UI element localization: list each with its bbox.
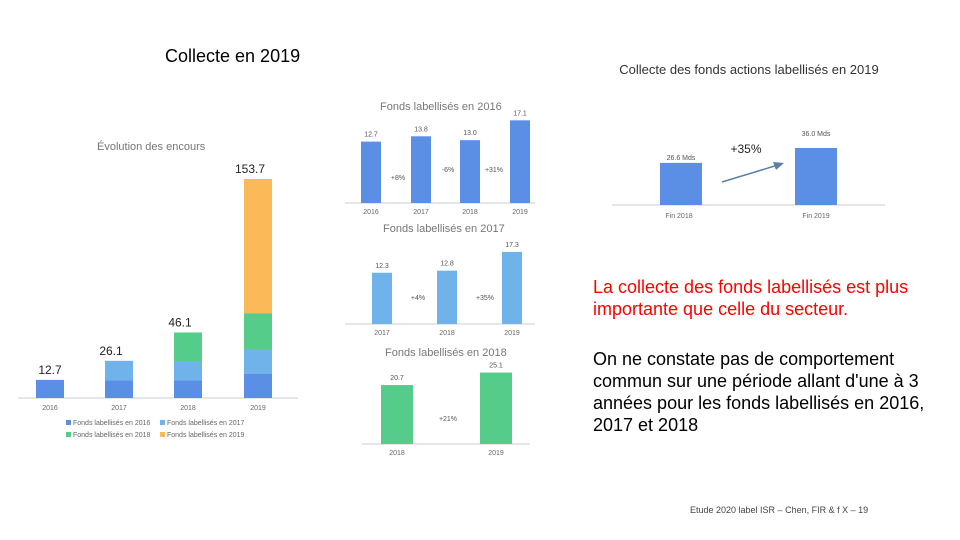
legend-entry: Fonds labellisés en 2019: [167, 432, 245, 439]
change-label: +35%: [730, 142, 761, 156]
tick-label: 2016: [363, 209, 379, 216]
bar: [510, 120, 530, 203]
tick-label: 2017: [111, 405, 127, 412]
trend-arrow-line: [721, 164, 779, 183]
bar-segment: [244, 373, 272, 398]
data-label: 12.7: [38, 363, 62, 377]
tick-label: 2019: [250, 405, 266, 412]
data-label: 153.7: [235, 162, 265, 176]
bar-segment: [244, 313, 272, 349]
bar: [660, 162, 702, 205]
bar-segment: [105, 360, 133, 381]
chart-title: Évolution des encours: [97, 140, 206, 153]
bar-segment: [174, 332, 202, 362]
change-label: +4%: [411, 295, 425, 302]
chart-fonds-2017: Fonds labellisés en 2017 12.3 2017 12.8 2018…: [345, 223, 535, 337]
tick-label: 2017: [374, 330, 390, 337]
slide-footer: Etude 2020 label ISR – Chen, FIR & f X –…: [690, 505, 869, 515]
chart-fonds-2016: Fonds labellisés en 2016 12.7 2016 13.8 2017…: [345, 101, 535, 216]
chart-actions: 26.6 Mds Fin 2018 36.0 Mds Fin 2019 +35%: [612, 131, 885, 220]
data-label: 20.7: [390, 375, 404, 382]
bar-segment: [174, 380, 202, 398]
data-label: 13.8: [414, 126, 428, 133]
legend-swatch: [66, 432, 71, 437]
tick-label: 2019: [504, 330, 520, 337]
tick-label: 2018: [439, 330, 455, 337]
change-label: +31%: [485, 167, 503, 174]
data-label: 13.0: [463, 130, 477, 137]
legend-swatch: [66, 420, 71, 425]
legend-entry: Fonds labellisés en 2016: [73, 420, 151, 427]
tick-label: 2019: [488, 450, 504, 457]
data-label: 46.1: [168, 315, 192, 329]
bar-segment: [174, 361, 202, 381]
chart-title: Fonds labellisés en 2018: [385, 347, 507, 359]
tick-label: 2018: [180, 405, 196, 412]
change-label: +8%: [391, 175, 405, 182]
bar: [437, 270, 457, 324]
actions-chart-title: Collecte des fonds actions labellisés en…: [619, 62, 879, 77]
tick-label: 2017: [413, 209, 429, 216]
bar-segment: [36, 379, 64, 398]
legend-entry: Fonds labellisés en 2018: [73, 432, 151, 439]
legend-entry: Fonds labellisés en 2017: [167, 420, 245, 427]
bar: [372, 272, 392, 324]
trend-arrow-head: [773, 162, 784, 170]
change-label: +21%: [439, 416, 457, 423]
legend-swatch: [160, 420, 165, 425]
data-label: 12.7: [364, 132, 378, 139]
bar: [411, 136, 431, 203]
data-label: 17.1: [513, 110, 527, 117]
data-label: 26.6 Mds: [667, 155, 696, 162]
bar: [480, 372, 512, 444]
change-label: +35%: [476, 295, 494, 302]
tick-label: 2016: [42, 405, 58, 412]
tick-label: 2019: [512, 209, 528, 216]
data-label: 17.3: [505, 242, 519, 249]
data-label: 26.1: [99, 344, 123, 358]
chart-title: Fonds labellisés en 2017: [383, 223, 505, 235]
tick-label: Fin 2018: [665, 213, 692, 220]
change-label: -6%: [442, 167, 454, 174]
data-label: 12.3: [375, 263, 389, 270]
chart-title: Fonds labellisés en 2016: [380, 101, 502, 113]
chart-encours: Évolution des encours 12.7 2016 26.1 2017 46.…: [18, 140, 298, 439]
tick-label: 2018: [462, 209, 478, 216]
paragraph-comportement: On ne constate pas de comportement commu…: [593, 349, 925, 435]
data-label: 25.1: [489, 363, 503, 370]
bar: [502, 251, 522, 324]
bar: [381, 385, 413, 444]
bar-segment: [244, 179, 272, 314]
bar-segment: [105, 380, 133, 398]
paragraph-collecte: La collecte des fonds labellisés est plu…: [593, 277, 909, 319]
chart-fonds-2018: Fonds labellisés en 2018 20.7 2018 25.1 2019…: [362, 347, 530, 457]
bar: [795, 148, 837, 205]
bar: [361, 141, 381, 203]
bar: [460, 140, 480, 203]
tick-label: 2018: [389, 450, 405, 457]
legend-swatch: [160, 432, 165, 437]
slide-title: Collecte en 2019: [165, 46, 301, 66]
data-label: 36.0 Mds: [802, 131, 831, 138]
data-label: 12.8: [440, 261, 454, 268]
bar-segment: [244, 348, 272, 374]
tick-label: Fin 2019: [802, 213, 829, 220]
